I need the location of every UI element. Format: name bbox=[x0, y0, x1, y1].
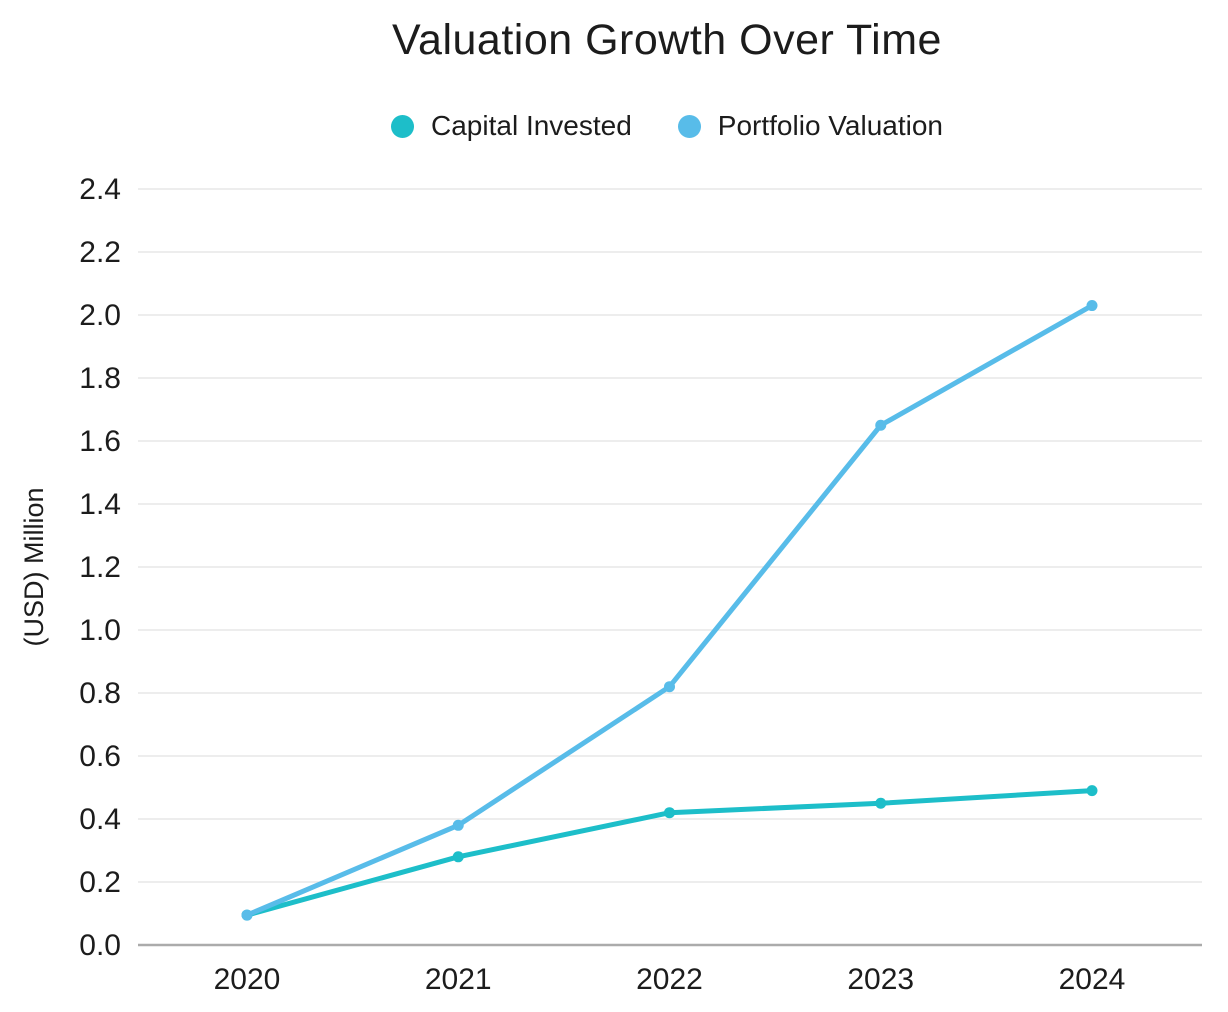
y-tick-label: 1.2 bbox=[79, 551, 121, 584]
y-tick-label: 2.2 bbox=[79, 236, 121, 269]
y-tick-label: 0.0 bbox=[79, 929, 121, 962]
y-tick-label: 1.0 bbox=[79, 614, 121, 647]
chart-legend: Capital Invested Portfolio Valuation bbox=[391, 110, 943, 142]
legend-item-portfolio-valuation: Portfolio Valuation bbox=[677, 110, 943, 142]
y-axis-title: (USD) Million bbox=[19, 487, 49, 646]
legend-item-capital-invested: Capital Invested bbox=[391, 110, 632, 142]
y-tick-label: 1.4 bbox=[79, 488, 121, 521]
data-point-1-2024 bbox=[1086, 300, 1098, 312]
legend-label-portfolio-valuation: Portfolio Valuation bbox=[717, 110, 943, 141]
data-point-0-2023 bbox=[875, 797, 887, 809]
legend-marker-portfolio-valuation-icon bbox=[677, 114, 701, 138]
legend-label-capital-invested: Capital Invested bbox=[431, 110, 632, 141]
x-tick-label: 2020 bbox=[214, 963, 281, 996]
data-point-1-2021 bbox=[452, 819, 464, 831]
y-tick-label: 1.8 bbox=[79, 362, 121, 395]
data-point-1-2023 bbox=[875, 419, 887, 431]
data-point-0-2021 bbox=[452, 851, 464, 863]
data-point-1-2022 bbox=[664, 681, 675, 693]
legend-marker-capital-invested-icon bbox=[391, 114, 415, 138]
data-point-0-2022 bbox=[664, 807, 675, 819]
data-point-1-2020 bbox=[241, 909, 253, 921]
y-tick-label: 1.6 bbox=[79, 425, 121, 458]
y-tick-label: 0.6 bbox=[79, 740, 121, 773]
y-tick-label: 0.8 bbox=[79, 677, 121, 710]
x-tick-label: 2021 bbox=[425, 963, 492, 996]
y-tick-label: 0.2 bbox=[79, 866, 121, 899]
x-tick-label: 2023 bbox=[847, 963, 914, 996]
data-point-0-2024 bbox=[1086, 785, 1098, 797]
series-line-1 bbox=[244, 303, 1095, 918]
y-tick-label: 2.0 bbox=[79, 299, 121, 332]
x-tick-label: 2024 bbox=[1059, 963, 1126, 996]
y-tick-label: 0.4 bbox=[79, 803, 121, 836]
y-tick-label: 2.4 bbox=[79, 173, 121, 206]
chart-title: Valuation Growth Over Time bbox=[392, 16, 942, 64]
x-tick-label: 2022 bbox=[636, 963, 703, 996]
